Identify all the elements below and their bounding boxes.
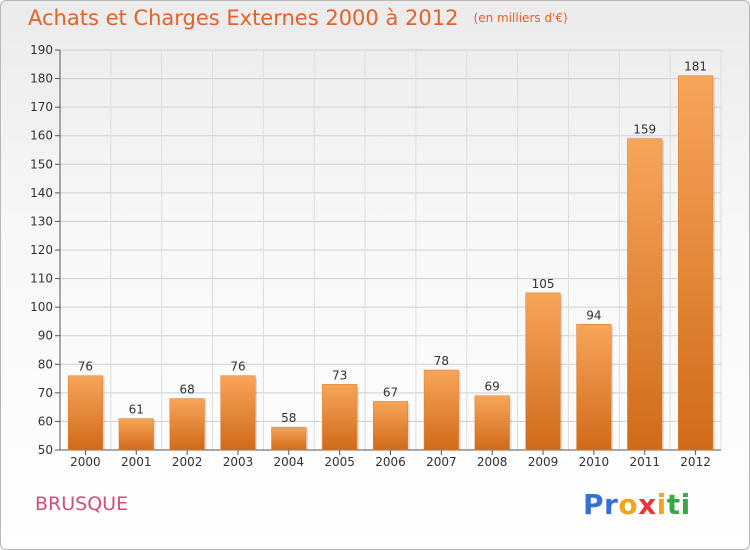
bar <box>372 401 409 451</box>
bar <box>67 375 103 451</box>
proxiti-logo: Proxiti <box>583 488 691 521</box>
bar-value-label: 68 <box>179 383 194 397</box>
commune-name: BRUSQUE <box>35 493 129 515</box>
y-tick-label: 70 <box>38 386 53 400</box>
logo-letter: x <box>638 488 657 521</box>
labels: 50 60 70 80 90 100 110 120 130 140 150 160 170 180 190… <box>30 43 711 469</box>
y-tick-label: 50 <box>38 443 53 457</box>
bar <box>423 369 459 451</box>
y-tick-label: 130 <box>30 214 53 228</box>
bar <box>220 375 256 451</box>
bar <box>576 324 612 451</box>
bar <box>627 138 663 451</box>
logo-letter: r <box>604 488 619 521</box>
bar-value-label: 78 <box>434 354 449 368</box>
bars <box>67 75 715 451</box>
bar-value-label: 159 <box>633 123 656 137</box>
bar-value-label: 181 <box>684 60 707 74</box>
logo-letter: i <box>656 488 667 521</box>
bar <box>118 418 154 451</box>
title-row: Achats et Charges Externes 2000 à 2012 (… <box>28 6 568 30</box>
y-tick-label: 110 <box>30 272 53 286</box>
x-tick-label: 2010 <box>579 455 610 469</box>
y-tick-label: 120 <box>30 243 53 257</box>
y-tick-label: 140 <box>30 186 53 200</box>
x-tick-label: 2005 <box>324 455 355 469</box>
x-tick-label: 2001 <box>121 455 152 469</box>
x-tick-label: 2003 <box>223 455 254 469</box>
y-tick-label: 90 <box>38 329 53 343</box>
chart-title: Achats et Charges Externes 2000 à 2012 <box>28 6 459 30</box>
bar <box>322 384 358 451</box>
bar-value-label: 105 <box>532 277 555 291</box>
logo-letter: P <box>583 488 605 521</box>
bar <box>474 395 510 451</box>
y-tick-label: 150 <box>30 157 53 171</box>
y-tick-label: 190 <box>30 43 53 57</box>
x-tick-label: 2008 <box>477 455 508 469</box>
bar-value-label: 73 <box>332 368 347 382</box>
bar-value-label: 94 <box>586 308 601 322</box>
logo-letter: o <box>618 488 639 521</box>
x-tick-label: 2007 <box>426 455 457 469</box>
y-tick-label: 160 <box>30 129 53 143</box>
bar-value-label: 76 <box>78 360 93 374</box>
bar-value-label: 76 <box>230 360 245 374</box>
bar <box>525 292 561 451</box>
x-tick-label: 2006 <box>375 455 406 469</box>
x-tick-label: 2011 <box>629 455 660 469</box>
y-tick-label: 60 <box>38 414 53 428</box>
y-tick-label: 100 <box>30 300 53 314</box>
x-tick-label: 2012 <box>680 455 711 469</box>
y-tick-label: 170 <box>30 100 53 114</box>
bar-value-label: 67 <box>383 385 398 399</box>
bar-value-label: 58 <box>281 411 296 425</box>
x-tick-label: 2002 <box>172 455 203 469</box>
logo-letter: i <box>680 488 691 521</box>
x-tick-label: 2004 <box>274 455 305 469</box>
y-tick-label: 80 <box>38 357 53 371</box>
x-tick-label: 2000 <box>70 455 101 469</box>
y-tick-label: 180 <box>30 72 53 86</box>
x-tick-label: 2009 <box>528 455 559 469</box>
bar-value-label: 69 <box>485 380 500 394</box>
bar <box>271 426 307 451</box>
logo-letter: t <box>666 488 681 521</box>
bar <box>678 75 714 451</box>
chart-subtitle: (en milliers d'€) <box>473 11 568 25</box>
bar <box>169 398 205 451</box>
bar-value-label: 61 <box>129 403 144 417</box>
